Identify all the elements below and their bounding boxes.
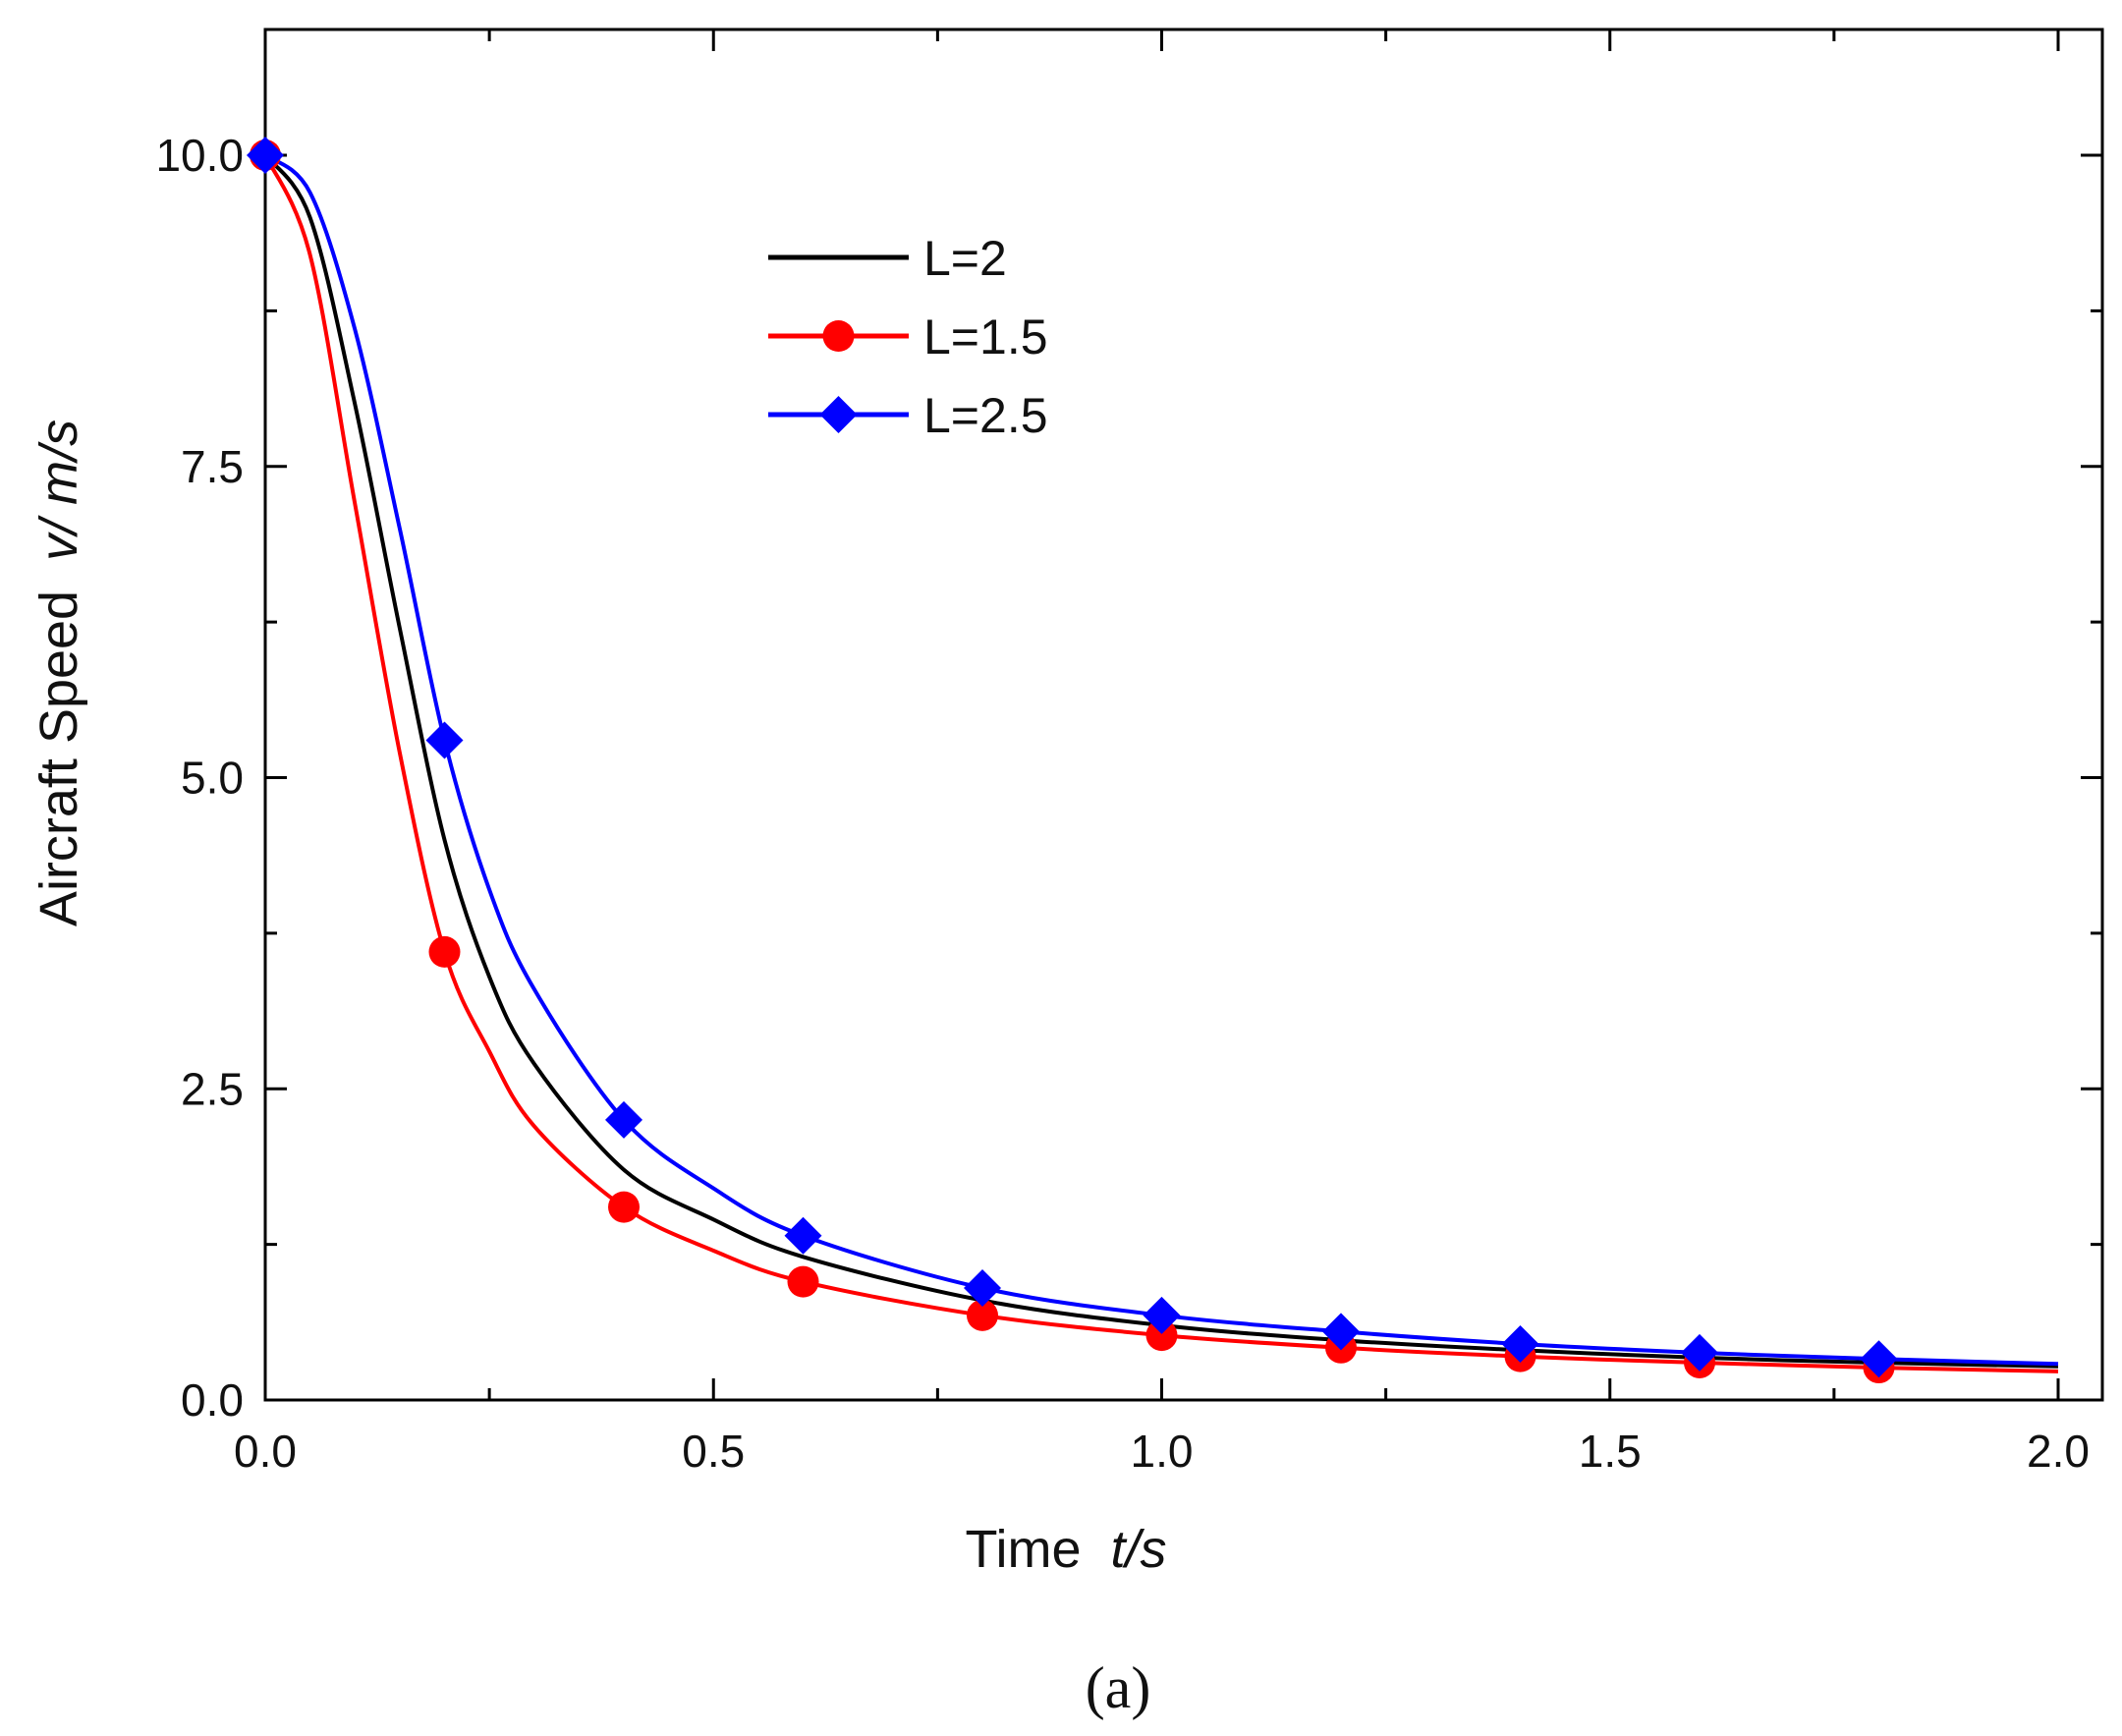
marker-l-2-5 xyxy=(784,1216,822,1255)
legend-marker-l-1-5 xyxy=(822,320,855,352)
marker-l-1-5 xyxy=(608,1191,640,1223)
marker-l-2-5 xyxy=(605,1100,642,1139)
marker-l-2-5 xyxy=(425,721,464,759)
series-line-l-2 xyxy=(263,153,2059,1369)
marker-l-2-5 xyxy=(1860,1340,1898,1378)
legend: L=2 L=1.5 L=2.5 xyxy=(768,231,1048,443)
marker-l-1-5 xyxy=(428,935,461,968)
y-axis-title: Aircraft Speed v/ m/s xyxy=(29,420,88,926)
y-tick-label: 5.0 xyxy=(181,753,244,804)
marker-l-1-5 xyxy=(787,1265,819,1298)
marker-l-2-5 xyxy=(1322,1313,1360,1351)
axes: 0.0 0.5 1.0 1.5 2.0 0.0 2.5 5.0 7.5 10.0 xyxy=(155,29,2102,1477)
x-tick-label: 0.5 xyxy=(682,1426,745,1477)
y-tick-label: 10.0 xyxy=(155,130,244,181)
marker-l-2-5 xyxy=(247,137,284,174)
marker-l-2-5 xyxy=(1143,1296,1181,1334)
series-markers xyxy=(247,137,1898,1384)
y-tick-label: 7.5 xyxy=(181,441,244,492)
series-line-l-2-5 xyxy=(263,153,2059,1367)
marker-l-2-5 xyxy=(1501,1324,1539,1363)
series-lines xyxy=(263,153,2059,1373)
legend-label-l-2-5: L=2.5 xyxy=(923,388,1048,443)
marker-l-2-5 xyxy=(964,1268,1001,1307)
x-axis-title-unit: t/s xyxy=(1110,1520,1166,1579)
x-axis-title: Time t/s xyxy=(965,1520,1166,1579)
x-axis-title-main: Time xyxy=(965,1520,1081,1579)
x-tick-label: 1.0 xyxy=(1131,1426,1194,1477)
y-axis-title-main: Aircraft Speed xyxy=(29,590,88,926)
marker-l-2-5 xyxy=(1681,1333,1718,1372)
legend-marker-l-2-5 xyxy=(819,396,858,433)
marker-l-1-5 xyxy=(1145,1319,1178,1352)
figure-caption: (a) xyxy=(1086,1655,1151,1720)
y-axis-title-unit: v/ m/s xyxy=(29,420,88,561)
x-tick-label: 1.5 xyxy=(1579,1426,1642,1477)
series-line-l-1-5 xyxy=(263,154,2059,1373)
x-tick-label: 0.0 xyxy=(234,1426,297,1477)
y-tick-label: 2.5 xyxy=(181,1063,244,1114)
x-tick-label: 2.0 xyxy=(2027,1426,2090,1477)
plot-area xyxy=(263,28,2104,1402)
legend-label-l-1-5: L=1.5 xyxy=(923,309,1048,364)
y-tick-label: 0.0 xyxy=(181,1374,244,1426)
legend-label-l-2: L=2 xyxy=(923,231,1007,286)
marker-l-1-5 xyxy=(967,1299,998,1331)
